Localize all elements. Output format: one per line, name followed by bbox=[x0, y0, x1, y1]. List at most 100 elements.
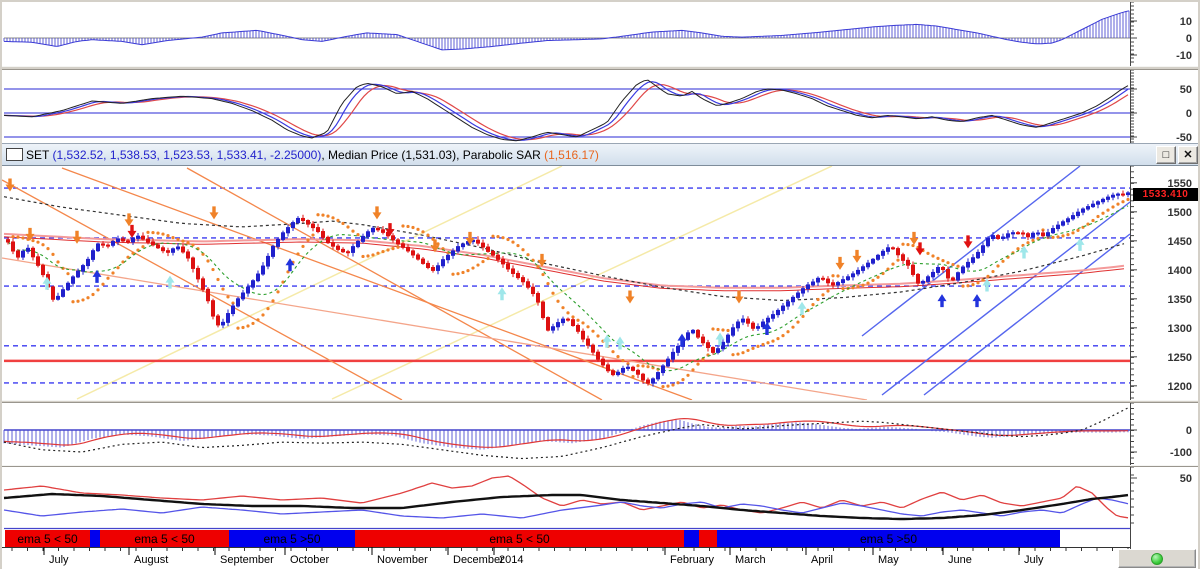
orange-down-arrow-icon bbox=[835, 256, 845, 270]
orange-down-arrow-icon bbox=[72, 230, 82, 244]
svg-text:1450: 1450 bbox=[1168, 236, 1192, 248]
svg-text:-50: -50 bbox=[1176, 132, 1192, 143]
svg-text:50: 50 bbox=[1180, 473, 1192, 485]
indicator-pane-top-histogram[interactable]: 10 0 -10 bbox=[2, 2, 1198, 66]
main-price-chart[interactable]: 1550 1500 1450 1400 1350 1300 1250 1200 bbox=[2, 166, 1198, 400]
blue-up-arrow-icon bbox=[762, 322, 772, 336]
up-channel-line bbox=[923, 233, 1131, 396]
title-segment: (1,532.52, 1,538.53, 1,523.53, 1,533.41,… bbox=[52, 147, 322, 162]
svg-text:-100: -100 bbox=[1170, 447, 1192, 459]
orange-down-arrow-icon bbox=[124, 213, 134, 227]
svg-text:1500: 1500 bbox=[1168, 207, 1192, 219]
chart-title: SET (1,532.52, 1,538.53, 1,523.53, 1,533… bbox=[26, 148, 1154, 162]
svg-text:2014: 2014 bbox=[499, 554, 523, 566]
pane-splitter[interactable] bbox=[2, 66, 1198, 70]
orange-down-arrow-icon bbox=[209, 206, 219, 220]
svg-text:December: December bbox=[453, 554, 504, 566]
ema-ribbon-segment-red bbox=[699, 530, 717, 547]
svg-text:0: 0 bbox=[1186, 108, 1192, 120]
blue-up-arrow-icon bbox=[972, 294, 982, 308]
cyan-up-arrow-icon bbox=[615, 336, 625, 350]
red-down-arrow-icon bbox=[385, 223, 395, 237]
blue-up-arrow-icon bbox=[937, 294, 947, 308]
indicator-pane-dmi[interactable]: 50 bbox=[2, 467, 1198, 530]
orange-down-arrow-icon bbox=[734, 290, 744, 304]
svg-text:July: July bbox=[1024, 554, 1044, 566]
ma-red bbox=[3, 236, 1125, 292]
svg-text:February: February bbox=[670, 554, 715, 566]
ma-black-dashed bbox=[3, 196, 1125, 302]
last-price-tag: 1533.410 bbox=[1133, 188, 1198, 201]
red-down-arrow-icon bbox=[963, 235, 973, 249]
candlestick-series bbox=[6, 190, 1130, 387]
cyan-up-arrow-icon bbox=[165, 275, 175, 289]
orange-down-arrow-icon bbox=[852, 249, 862, 263]
plus-di-line bbox=[3, 475, 1129, 519]
blue-up-arrow-icon bbox=[677, 333, 687, 347]
title-segment: SET bbox=[26, 147, 53, 162]
svg-text:50: 50 bbox=[1180, 84, 1192, 96]
ema-ribbon-segment-red: ema 5 < 50 bbox=[100, 530, 229, 547]
svg-text:April: April bbox=[811, 554, 833, 566]
chart-window-icon bbox=[6, 148, 23, 161]
svg-text:March: March bbox=[735, 554, 766, 566]
maximize-button[interactable]: □ bbox=[1156, 145, 1176, 164]
parabolic-sar-dots bbox=[11, 197, 1130, 389]
orange-down-arrow-icon bbox=[537, 253, 547, 267]
svg-text:July: July bbox=[49, 554, 69, 566]
orange-down-arrow-icon bbox=[372, 206, 382, 220]
indicator-pane-macd[interactable]: 0 -100 bbox=[2, 403, 1198, 465]
cyan-up-arrow-icon bbox=[602, 334, 612, 348]
red-signal-line bbox=[3, 417, 1129, 448]
ema-ribbon-segment-blue bbox=[684, 530, 699, 547]
ema-ribbon-segment-blue: ema 5 >50 bbox=[229, 530, 355, 547]
orange-down-arrow-icon bbox=[465, 231, 475, 245]
pane-splitter[interactable] bbox=[2, 400, 1198, 403]
svg-text:1350: 1350 bbox=[1168, 294, 1192, 306]
svg-text:-10: -10 bbox=[1176, 50, 1192, 62]
black-oscillator-line bbox=[3, 79, 1129, 142]
up-channel-line bbox=[861, 166, 1081, 337]
svg-text:1300: 1300 bbox=[1168, 323, 1192, 335]
green-status-icon bbox=[1151, 552, 1163, 565]
svg-text:May: May bbox=[878, 554, 899, 566]
svg-text:November: November bbox=[377, 554, 428, 566]
minus-di-line bbox=[3, 497, 1129, 519]
cyan-up-arrow-icon bbox=[982, 278, 992, 292]
chart-title-bar[interactable]: SET (1,532.52, 1,538.53, 1,523.53, 1,533… bbox=[2, 143, 1198, 166]
svg-text:0: 0 bbox=[1186, 425, 1192, 437]
svg-text:1550: 1550 bbox=[1168, 178, 1192, 190]
down-trendline bbox=[61, 167, 693, 400]
adx-line bbox=[3, 492, 1129, 521]
cyan-up-arrow-icon bbox=[1075, 237, 1085, 251]
down-trendline bbox=[2, 179, 403, 400]
ema-ribbon-segment-blue: ema 5 >50 bbox=[717, 530, 1060, 547]
ema-ribbon-segment-red: ema 5 < 50 bbox=[5, 530, 90, 547]
histogram-series bbox=[3, 10, 1130, 50]
svg-text:October: October bbox=[290, 554, 329, 566]
window-top-edge bbox=[2, 0, 1198, 2]
status-button[interactable] bbox=[1118, 549, 1196, 568]
blue-up-arrow-icon bbox=[285, 258, 295, 272]
svg-text:August: August bbox=[134, 554, 168, 566]
black-dashed-line bbox=[3, 407, 1129, 460]
ema-signal-ribbon: ema 5 < 50 ema 5 < 50 ema 5 >50 ema 5 < 50 e… bbox=[2, 530, 1198, 547]
salmon-trendline bbox=[2, 257, 868, 400]
orange-down-arrow-icon bbox=[625, 290, 635, 304]
orange-down-arrow-icon bbox=[25, 227, 35, 241]
close-button[interactable]: ✕ bbox=[1178, 145, 1198, 164]
blue-up-arrow-icon bbox=[92, 269, 102, 283]
svg-text:1200: 1200 bbox=[1168, 381, 1192, 393]
cyan-up-arrow-icon bbox=[1019, 245, 1029, 259]
ma-salmon bbox=[3, 232, 1125, 289]
cyan-up-arrow-icon bbox=[42, 276, 52, 290]
orange-down-arrow-icon bbox=[5, 178, 15, 192]
svg-text:1400: 1400 bbox=[1168, 265, 1192, 277]
axis-line bbox=[1130, 530, 1131, 547]
indicator-pane-momentum[interactable]: 50 0 -50 bbox=[2, 70, 1198, 143]
red-down-arrow-icon bbox=[127, 224, 137, 238]
signal-arrows bbox=[5, 178, 1085, 350]
pane-splitter[interactable] bbox=[2, 465, 1198, 467]
title-segment: (1,516.17) bbox=[544, 147, 599, 162]
